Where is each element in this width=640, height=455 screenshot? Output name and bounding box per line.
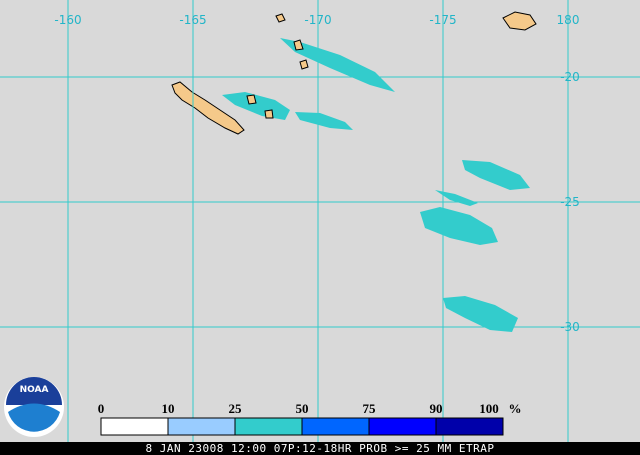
island bbox=[171, 81, 245, 135]
island bbox=[264, 109, 274, 119]
legend-label: 25 bbox=[229, 401, 243, 416]
footer-text: 8 JAN 23008 12:00 07P:12-18HR PROB >= 25… bbox=[145, 442, 494, 455]
legend-label: 0 bbox=[98, 401, 105, 416]
island bbox=[293, 39, 304, 51]
footer-bar bbox=[0, 442, 640, 455]
legend-swatch bbox=[167, 417, 236, 436]
island bbox=[246, 94, 257, 105]
precip-area bbox=[295, 112, 353, 130]
island bbox=[275, 13, 286, 23]
precip-area bbox=[443, 296, 518, 332]
legend: 0 10 25 50 75 90 100% bbox=[98, 401, 522, 436]
land bbox=[171, 11, 537, 135]
lon-label: -175 bbox=[429, 13, 456, 27]
noaa-logo: NOAA bbox=[4, 377, 64, 437]
legend-swatch bbox=[368, 417, 437, 436]
legend-swatch bbox=[301, 417, 370, 436]
lon-label: -165 bbox=[179, 13, 206, 27]
lon-label: -160 bbox=[54, 13, 81, 27]
lon-label: 180 bbox=[557, 13, 580, 27]
legend-label: 90 bbox=[430, 401, 443, 416]
logo-top bbox=[6, 377, 62, 405]
precip-area bbox=[222, 92, 290, 120]
legend-label: 10 bbox=[162, 401, 175, 416]
legend-unit: % bbox=[509, 401, 522, 416]
graticule: -160 -165 -170 -175 180 -20 -25 -30 bbox=[0, 0, 640, 442]
legend-swatch bbox=[100, 417, 169, 436]
lat-label: -25 bbox=[560, 195, 580, 209]
legend-swatch bbox=[234, 417, 303, 436]
lat-label: -30 bbox=[560, 320, 580, 334]
lon-label: -170 bbox=[304, 13, 331, 27]
probability-areas bbox=[222, 38, 530, 332]
precip-area bbox=[420, 207, 498, 245]
legend-label: 75 bbox=[363, 401, 377, 416]
precip-area bbox=[462, 160, 530, 190]
lat-label: -20 bbox=[560, 70, 580, 84]
legend-swatch bbox=[435, 417, 504, 436]
island bbox=[502, 11, 537, 31]
island bbox=[299, 59, 309, 70]
legend-label: 50 bbox=[296, 401, 309, 416]
logo-bottom bbox=[8, 403, 60, 432]
precip-area bbox=[280, 38, 395, 92]
legend-label: 100 bbox=[479, 401, 499, 416]
logo-text: NOAA bbox=[20, 385, 49, 395]
